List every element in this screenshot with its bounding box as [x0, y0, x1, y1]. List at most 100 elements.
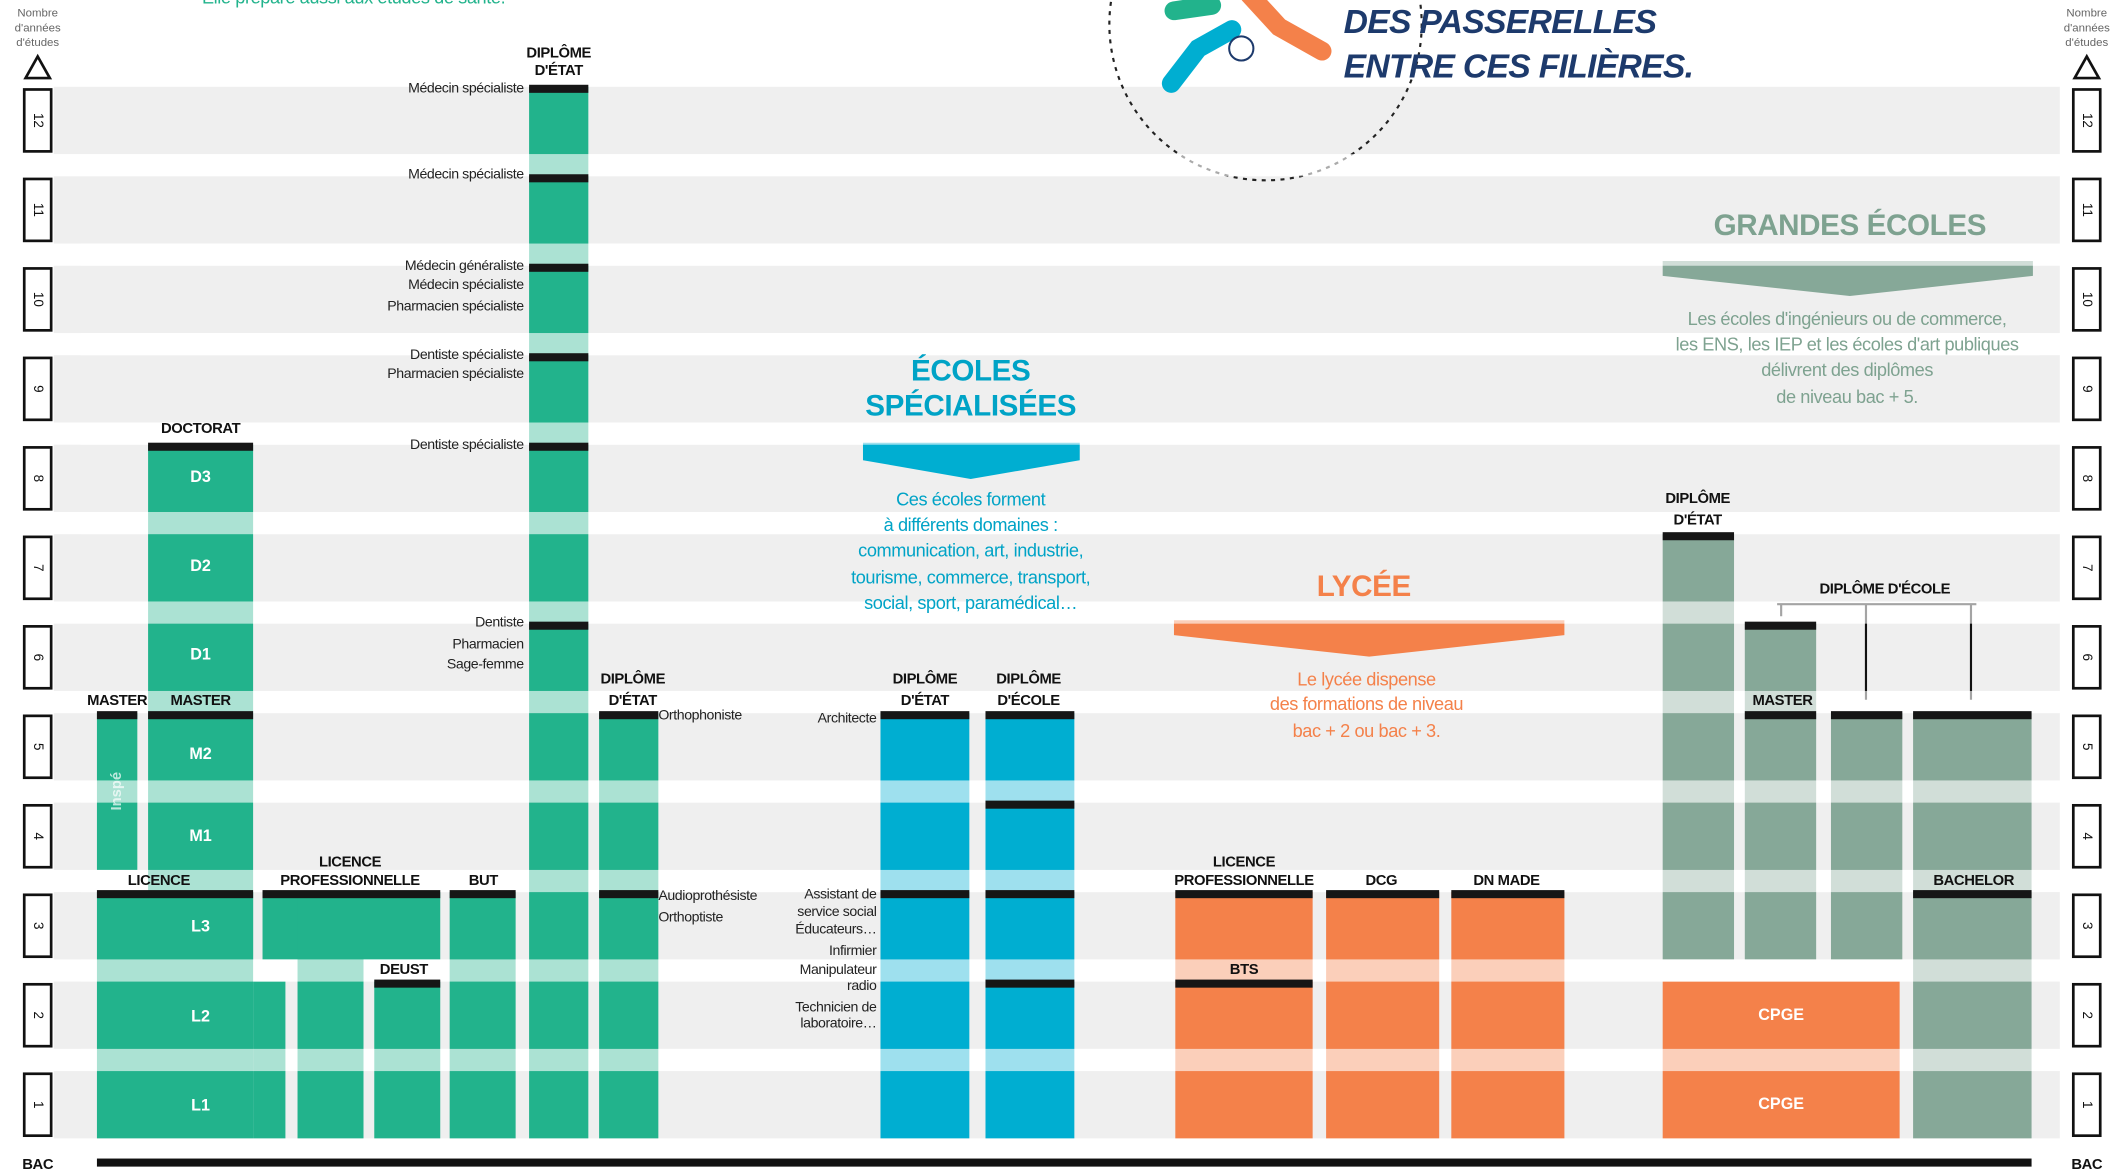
- year-label: 3: [31, 922, 46, 929]
- diploma-marker: [1175, 890, 1313, 899]
- note: Orthoptiste: [658, 908, 723, 924]
- year-label: 11: [31, 203, 46, 217]
- year-box: [22, 982, 53, 1048]
- section-desc: communication, art, industrie,: [858, 540, 1083, 560]
- column-head: PROFESSIONNELLE: [1174, 873, 1314, 889]
- column-head: LICENCE: [1213, 854, 1276, 870]
- box-label: CPGE: [1758, 1095, 1804, 1113]
- note: Dentiste spécialiste: [410, 436, 524, 452]
- column-head: D'ÉTAT: [1674, 512, 1723, 529]
- year-label: 6: [31, 654, 46, 661]
- note: Infirmier: [829, 942, 877, 958]
- note: Éducateurs…: [795, 921, 876, 937]
- year-label: 7: [31, 564, 46, 571]
- note: Médecin spécialiste: [408, 80, 524, 96]
- diploma-marker: [449, 890, 516, 899]
- year-label: 5: [31, 743, 46, 750]
- year-box: [22, 535, 53, 601]
- arrow-ecoles: [862, 442, 1080, 480]
- year-label: 12: [31, 113, 46, 128]
- column-head: DIPLÔME: [893, 669, 958, 687]
- column: [1913, 713, 2032, 1139]
- year-box: [2071, 1072, 2102, 1138]
- note: Médecin spécialiste: [408, 166, 524, 182]
- diploma-marker: [96, 711, 138, 720]
- year-box: [22, 177, 53, 243]
- diploma-marker: [1744, 711, 1817, 720]
- year-label: 6: [2080, 654, 2095, 661]
- column: [1175, 892, 1313, 1139]
- axis-label: Nombre: [17, 7, 58, 19]
- year-label: 11: [2080, 203, 2095, 217]
- year-label: 3: [2080, 922, 2095, 929]
- section-desc: Le lycée dispense: [1297, 670, 1436, 690]
- section-desc: bac + 2 ou bac + 3.: [1293, 721, 1441, 741]
- column-head: D'ÉTAT: [609, 692, 658, 709]
- year-box: [22, 714, 53, 780]
- diploma-marker: [1451, 890, 1565, 899]
- column: [599, 713, 659, 1139]
- column-head: DIPLÔME: [1665, 489, 1730, 507]
- year-gap: [80, 243, 2040, 266]
- column-head: LICENCE: [128, 873, 191, 889]
- column-head: BUT: [469, 873, 499, 889]
- column: [297, 892, 364, 1139]
- note: Manipulateur: [800, 961, 878, 977]
- note: Pharmacien spécialiste: [387, 365, 524, 381]
- year-label: 7: [2080, 564, 2095, 571]
- diploma-marker: [1830, 711, 1903, 720]
- axis-label: d'années: [15, 22, 61, 34]
- year-label: 9: [31, 385, 46, 392]
- year-label: 5: [2080, 743, 2095, 750]
- diploma-marker: [985, 979, 1075, 988]
- diploma-marker: [985, 890, 1075, 899]
- note: Pharmacien: [452, 635, 523, 651]
- column-head: BTS: [1230, 962, 1259, 978]
- diploma-marker: [1326, 890, 1440, 899]
- section-title: SPÉCIALISÉES: [865, 389, 1076, 423]
- box-label: L3: [191, 917, 210, 935]
- diploma-marker: [1913, 890, 2032, 899]
- diploma-marker: [374, 979, 441, 988]
- diploma-marker: [880, 711, 970, 720]
- year-gap: [80, 1048, 2040, 1072]
- year-label: 1: [2080, 1101, 2095, 1108]
- section-desc: Les écoles d'ingénieurs ou de commerce,: [1688, 309, 2007, 329]
- diploma-marker: [985, 800, 1075, 809]
- note: Pharmacien spécialiste: [387, 298, 524, 314]
- column: [449, 892, 516, 1139]
- column: [880, 713, 970, 1139]
- box-label: D1: [190, 646, 211, 664]
- year-box: [22, 803, 53, 869]
- bac-label: BAC: [2071, 1157, 2103, 1172]
- section-title: LYCÉE: [1317, 569, 1411, 603]
- section-title: ÉCOLES: [911, 354, 1030, 388]
- section-desc: des formations de niveau: [1270, 694, 1463, 714]
- diploma-marker: [148, 442, 254, 451]
- section-desc: de niveau bac + 5.: [1776, 387, 1918, 407]
- year-box: [2071, 982, 2102, 1048]
- year-label: 2: [31, 1011, 46, 1018]
- column-head: MASTER: [1752, 693, 1813, 709]
- column-head: D'ÉCOLE: [997, 692, 1060, 709]
- note: Dentiste spécialiste: [410, 346, 524, 362]
- year-label: 8: [31, 475, 46, 482]
- year-box: [2071, 356, 2102, 422]
- year-box: [2071, 177, 2102, 243]
- note: Médecin spécialiste: [408, 276, 524, 292]
- logo: [1161, 0, 1332, 93]
- box-label: L2: [191, 1008, 210, 1026]
- note: radio: [847, 977, 877, 993]
- year-label: 9: [2080, 385, 2095, 392]
- note: laboratoire…: [800, 1015, 876, 1031]
- box-label: Inspé: [109, 772, 125, 811]
- axis-label: d'études: [16, 37, 59, 49]
- year-box: [2071, 535, 2102, 601]
- column-head: DIPLÔME: [996, 669, 1061, 687]
- column: [985, 713, 1075, 1139]
- year-box: [22, 267, 53, 332]
- section-desc: délivrent des diplômes: [1761, 360, 1933, 380]
- section-desc: Ces écoles forment: [896, 489, 1046, 509]
- arrow-grandes-ecoles: [1662, 261, 2033, 297]
- box-label: M1: [189, 827, 211, 845]
